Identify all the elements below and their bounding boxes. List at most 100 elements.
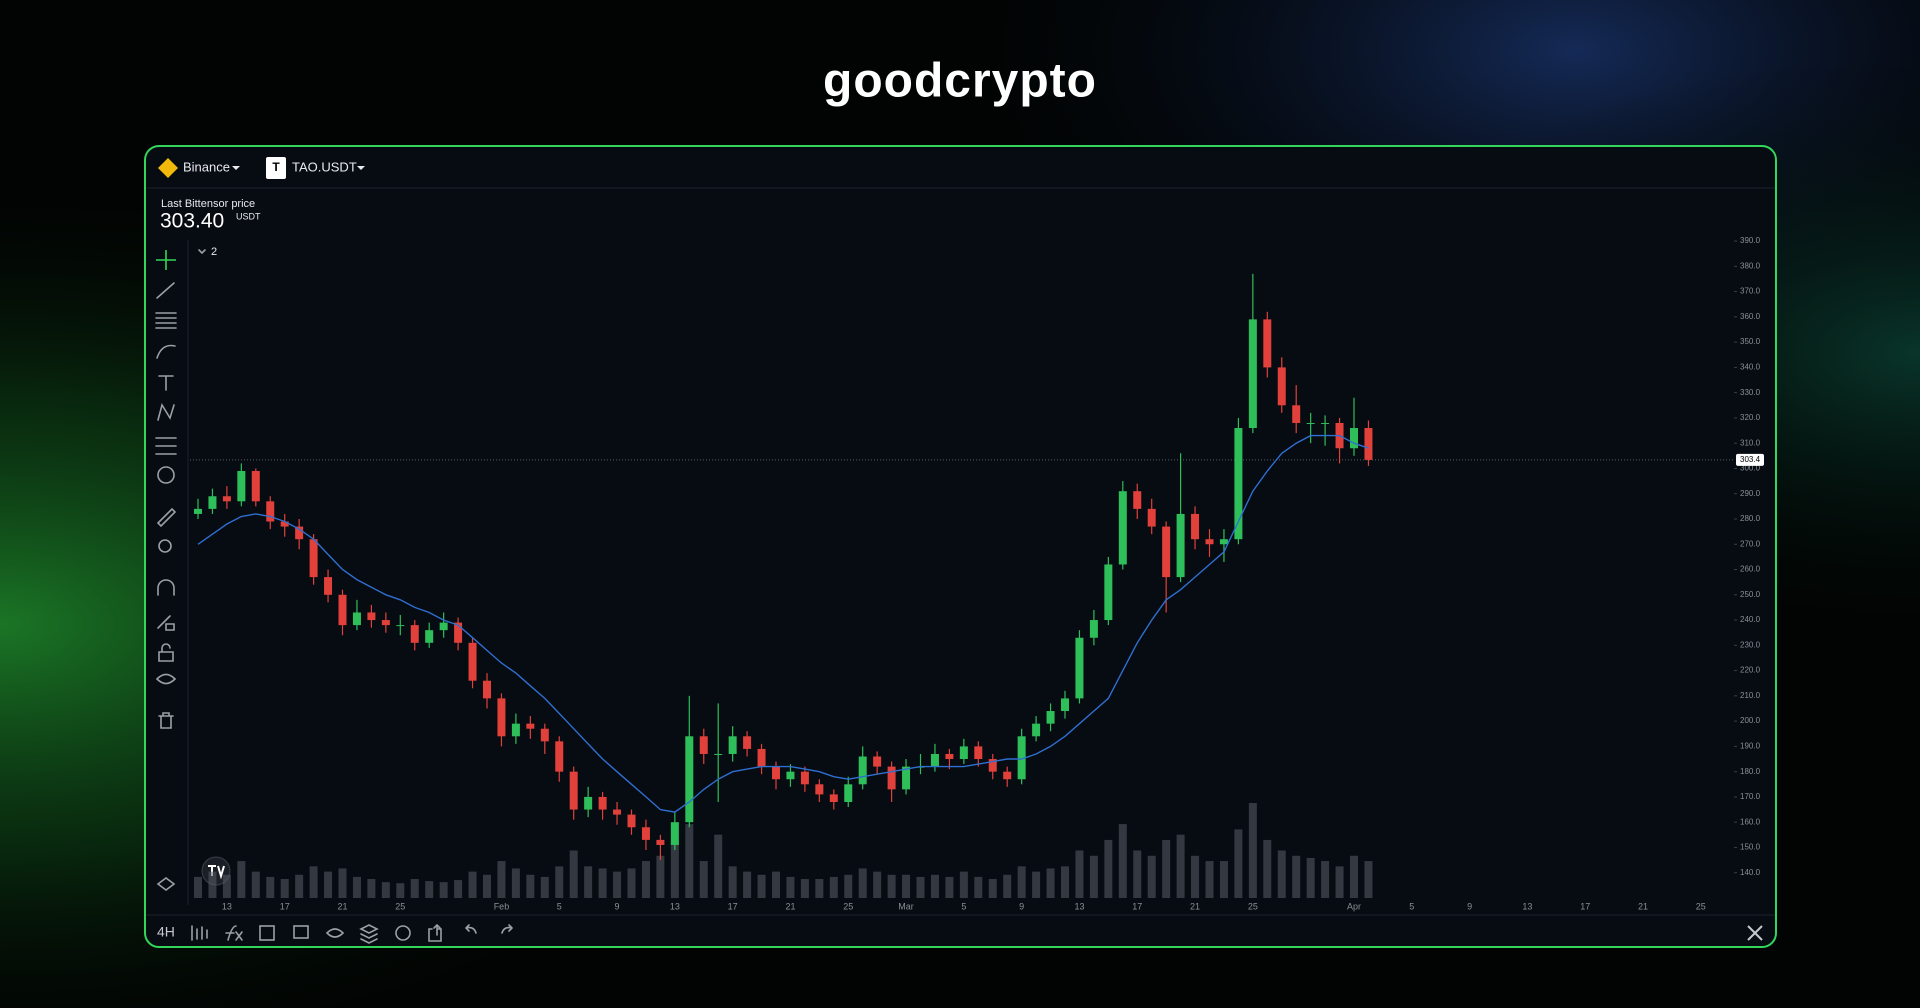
y-tick-label: 150.0 [1740, 843, 1761, 852]
candle-body [483, 680, 491, 699]
x-tick-label: 17 [280, 901, 290, 911]
x-tick-label: 21 [1190, 901, 1200, 911]
layout-button[interactable] [259, 925, 275, 941]
candle-body [295, 526, 304, 540]
volume-bar [1191, 855, 1200, 898]
x-tick-label: 25 [395, 901, 405, 911]
y-tick-label: 270.0 [1740, 539, 1761, 548]
volume-bar [280, 879, 289, 898]
candle-body [757, 748, 766, 767]
volume-bar [1292, 855, 1301, 898]
y-tick-label: 280.0 [1740, 514, 1761, 523]
indicators-button[interactable] [225, 925, 243, 941]
candle-body [902, 766, 911, 790]
volume-bar [367, 879, 376, 898]
exchange-selector[interactable]: Binance [158, 158, 240, 178]
visibility-button[interactable] [325, 928, 345, 938]
candle-body [1350, 428, 1358, 449]
volume-bar [858, 868, 867, 898]
settings-button[interactable] [395, 925, 411, 941]
timeframe[interactable]: 4H [157, 924, 175, 940]
y-tick-label: 220.0 [1740, 666, 1761, 675]
delete-tool[interactable] [158, 712, 174, 729]
candle-body [1133, 491, 1142, 509]
last-price: 303.40 [160, 210, 224, 233]
pair-name[interactable]: TAO.USDT [292, 159, 357, 174]
candle-body [714, 753, 723, 755]
candle-body [974, 746, 983, 760]
volume-bar [1364, 861, 1373, 898]
volume-bar [309, 866, 318, 898]
candle-body [1306, 422, 1315, 424]
candle-body [584, 796, 593, 810]
volume-bar [295, 874, 304, 898]
x-tick-label: 9 [1467, 901, 1472, 911]
candle-body [1205, 539, 1214, 545]
fib-tool[interactable] [155, 312, 177, 329]
volume-bar [338, 868, 347, 898]
volume-bar [656, 855, 665, 898]
chart-type-button[interactable] [191, 925, 208, 941]
candle-body [338, 594, 347, 626]
crosshair-tool[interactable] [156, 250, 176, 270]
volume-bar [1118, 824, 1127, 898]
candle-body [1032, 723, 1041, 737]
indicator-count[interactable]: 2 [211, 246, 217, 258]
volume-bar [685, 824, 694, 898]
volume-bar [598, 868, 607, 898]
lock-tool[interactable] [158, 643, 174, 662]
candle-body [1046, 711, 1055, 724]
candle-body [1176, 513, 1185, 578]
volume-bar [786, 876, 795, 898]
layers-tool[interactable] [156, 877, 176, 891]
volume-bar [352, 876, 361, 898]
close-button[interactable] [1747, 925, 1763, 941]
volume-bar [1147, 855, 1156, 898]
volume-bar [800, 879, 809, 898]
candle-body [309, 539, 318, 578]
candle-body [208, 496, 217, 509]
candle-body [1075, 637, 1084, 699]
volume-bar [714, 834, 723, 898]
undo-button[interactable] [465, 924, 477, 934]
compare-button[interactable] [293, 925, 309, 939]
volume-bar [641, 861, 650, 898]
candle-body [786, 771, 795, 780]
brush-tool[interactable] [156, 344, 176, 359]
y-tick-label: 200.0 [1740, 716, 1761, 725]
collapse-icon[interactable] [198, 249, 206, 255]
y-tick-label: 350.0 [1740, 337, 1761, 346]
volume-bar [1219, 861, 1228, 898]
text-tool[interactable] [158, 375, 174, 391]
visibility-tool[interactable] [155, 673, 177, 685]
emoji-tool[interactable] [157, 466, 175, 484]
pair-selector[interactable]: T TAO.USDT [266, 157, 365, 179]
exchange-name[interactable]: Binance [183, 159, 230, 174]
layers-button[interactable] [359, 924, 379, 944]
lock-draw-tool[interactable] [157, 615, 175, 631]
pattern-tool[interactable] [157, 402, 175, 421]
share-button[interactable] [428, 923, 442, 942]
volume-bar [1277, 850, 1286, 898]
ruler-tool[interactable] [156, 507, 177, 528]
y-tick-label: 360.0 [1740, 312, 1761, 321]
candle-body [728, 736, 737, 754]
price-label: Last Bittensor price [161, 198, 255, 210]
trend-line-tool[interactable] [156, 282, 175, 299]
candle-body [1147, 508, 1156, 527]
redo-button[interactable] [501, 924, 513, 934]
volume-bar [222, 874, 231, 898]
y-tick-label: 310.0 [1740, 438, 1761, 447]
volume-bar [1248, 803, 1257, 898]
candle-body [280, 521, 289, 527]
candle-body [439, 622, 448, 631]
zoom-tool[interactable] [158, 539, 172, 553]
forecast-tool[interactable] [155, 437, 177, 455]
magnet-tool[interactable] [157, 579, 175, 596]
last-price-tag [1736, 453, 1764, 466]
volume-bar [1321, 861, 1330, 898]
y-tick-label: 340.0 [1740, 362, 1761, 371]
y-tick-label: 300.0 [1740, 464, 1761, 473]
candle-body [1003, 771, 1012, 780]
volume-bar [1017, 866, 1026, 898]
